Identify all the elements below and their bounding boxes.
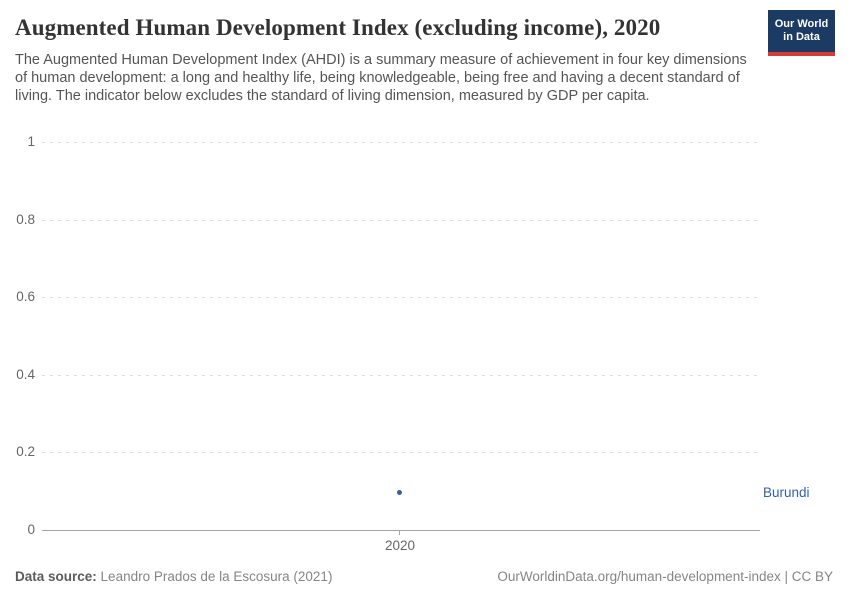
y-axis-tick-label: 0.8 bbox=[16, 212, 35, 227]
data-source-value: Leandro Prados de la Escosura (2021) bbox=[100, 569, 333, 584]
gridline bbox=[42, 297, 760, 298]
owid-logo[interactable]: Our World in Data bbox=[768, 10, 835, 56]
chart-subtitle: The Augmented Human Development Index (A… bbox=[15, 52, 747, 104]
x-axis-line bbox=[42, 530, 760, 531]
x-axis-tick bbox=[399, 531, 400, 535]
gridline bbox=[42, 452, 760, 453]
y-axis-tick-label: 0 bbox=[27, 522, 35, 537]
gridline bbox=[42, 220, 760, 221]
y-axis-tick-label: 0.4 bbox=[16, 367, 35, 382]
entity-label-burundi[interactable]: Burundi bbox=[763, 485, 810, 500]
gridline bbox=[42, 142, 760, 143]
data-source-label: Data source: bbox=[15, 569, 97, 584]
y-axis-tick-label: 0.6 bbox=[16, 289, 35, 304]
y-axis-tick-label: 1 bbox=[27, 134, 35, 149]
chart-title: Augmented Human Development Index (exclu… bbox=[15, 15, 661, 40]
data-point-burundi[interactable] bbox=[397, 490, 402, 495]
owid-logo-line2: in Data bbox=[783, 31, 820, 43]
gridline bbox=[42, 375, 760, 376]
data-source-note: Data source: Leandro Prados de la Escosu… bbox=[15, 569, 332, 584]
y-axis-tick-label: 0.2 bbox=[16, 444, 35, 459]
x-axis-tick-label: 2020 bbox=[384, 538, 416, 553]
owid-logo-line1: Our World bbox=[774, 18, 829, 30]
footer-url-license[interactable]: OurWorldinData.org/human-development-ind… bbox=[497, 569, 833, 584]
